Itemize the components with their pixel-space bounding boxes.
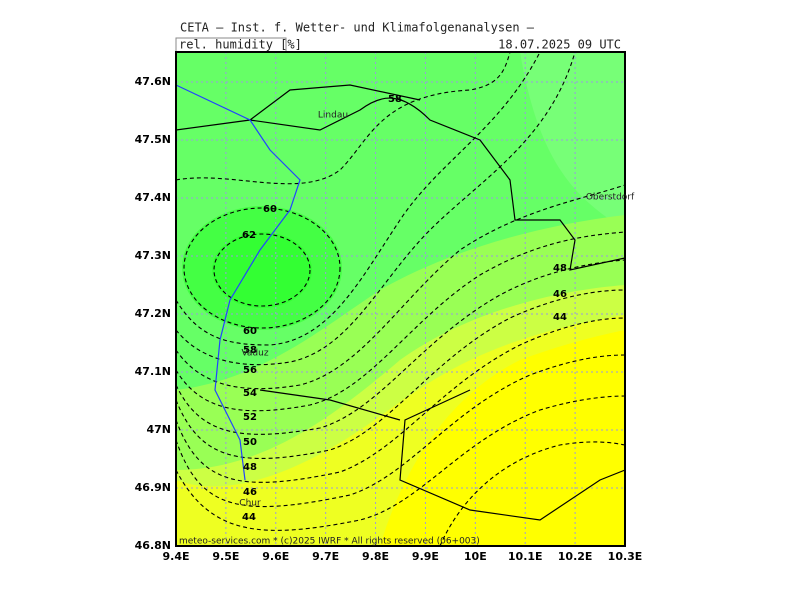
field xyxy=(212,232,312,308)
contour-label: 46 xyxy=(243,487,257,498)
contour-label: 54 xyxy=(243,388,257,399)
contour-label: 44 xyxy=(242,512,256,523)
x-tick-label: 10.2E xyxy=(558,550,593,563)
contour xyxy=(176,184,625,390)
map-area xyxy=(176,52,625,546)
contour xyxy=(176,317,625,483)
y-tick-label: 47.3N xyxy=(135,249,171,262)
x-tick-label: 10.1E xyxy=(508,550,543,563)
y-tick-label: 47.5N xyxy=(135,133,171,146)
contour-label: 62 xyxy=(242,230,256,241)
contour-label: 58 xyxy=(388,94,402,105)
footer: meteo-services.com * (c)2025 IWRF * All … xyxy=(179,537,480,547)
place-label: Vaduz xyxy=(241,349,268,359)
place-label: Oberstdorf xyxy=(586,193,635,203)
contour-label: 46 xyxy=(553,289,567,300)
x-tick-label: 9.5E xyxy=(212,550,239,563)
contour-label: 48 xyxy=(243,462,257,473)
contour-label: 60 xyxy=(243,326,257,337)
header-title: CETA — Inst. f. Wetter- und Klimafolgena… xyxy=(180,21,535,35)
x-tick-label: 9.4E xyxy=(162,550,189,563)
contour-label: 56 xyxy=(243,365,257,376)
y-tick-label: 46.8N xyxy=(135,539,171,552)
border xyxy=(176,84,625,521)
river xyxy=(176,84,301,481)
x-tick-label: 9.6E xyxy=(262,550,289,563)
place-label: Chur xyxy=(239,499,261,509)
field xyxy=(520,52,625,230)
field xyxy=(380,330,625,546)
contour xyxy=(176,52,576,366)
place-label: Lindau xyxy=(318,111,348,121)
contour-label: 58 xyxy=(243,345,257,356)
valid-time: 18.07.2025 09 UTC xyxy=(498,38,621,52)
contour-label: 52 xyxy=(243,412,257,423)
x-tick-label: 9.9E xyxy=(412,550,439,563)
variable-label: rel. humidity [%] xyxy=(179,38,302,52)
y-tick-label: 47.1N xyxy=(135,365,171,378)
contour-label: 60 xyxy=(263,204,277,215)
contour-label: 44 xyxy=(553,312,567,323)
contour xyxy=(176,395,625,531)
contour-label: 50 xyxy=(243,437,257,448)
contour-label: 48 xyxy=(553,263,567,274)
y-tick-label: 47.6N xyxy=(135,75,171,88)
contour xyxy=(176,231,625,412)
contour xyxy=(213,233,311,307)
contour xyxy=(183,207,341,329)
y-tick-label: 47N xyxy=(146,423,171,436)
y-tick-label: 47.4N xyxy=(135,191,171,204)
contour xyxy=(176,289,625,459)
contour xyxy=(439,441,625,546)
map-frame xyxy=(175,51,626,547)
contour xyxy=(176,259,625,435)
x-tick-label: 10E xyxy=(464,550,487,563)
contour xyxy=(176,354,625,508)
y-tick-label: 47.2N xyxy=(135,307,171,320)
x-tick-label: 9.7E xyxy=(312,550,339,563)
x-tick-label: 10.3E xyxy=(608,550,643,563)
x-tick-label: 9.8E xyxy=(362,550,389,563)
y-tick-label: 46.9N xyxy=(135,481,171,494)
contour xyxy=(176,52,541,346)
